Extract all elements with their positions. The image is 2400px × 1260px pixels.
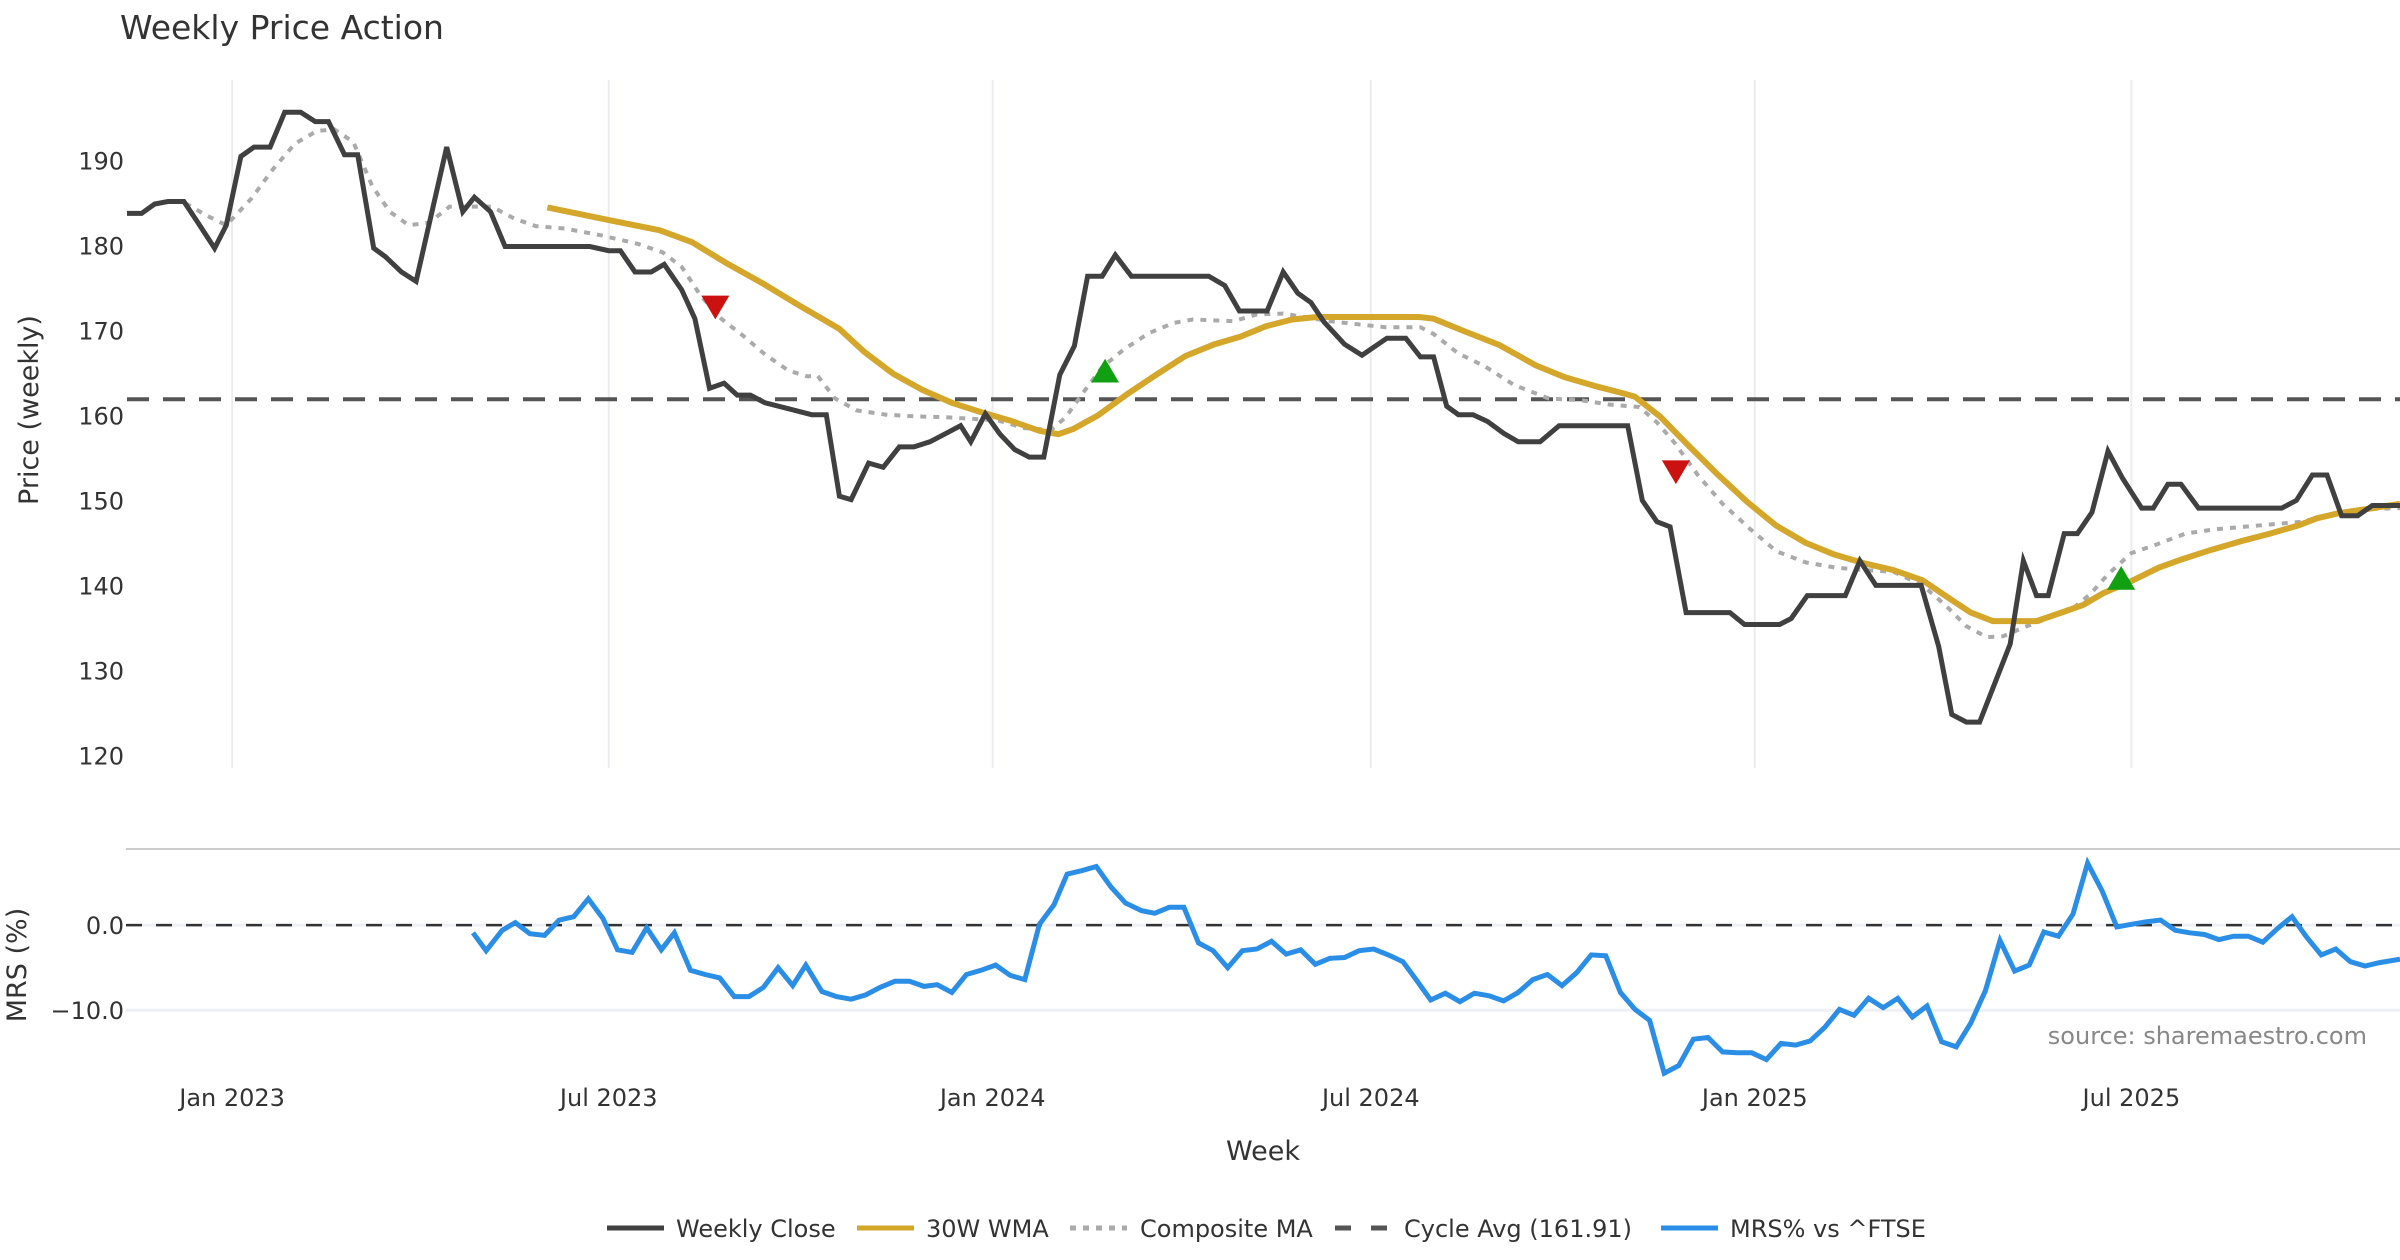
x-axis-title: Week [1226,1136,1300,1167]
legend: Weekly Close 30W WMA Composite MA Cycle … [607,1215,1926,1243]
price-panel: 120 130 140 150 160 170 180 190 Price (w… [14,80,2400,770]
price-y-axis-title: Price (weekly) [14,315,45,505]
price-y-tick-label: 150 [78,487,124,515]
price-y-tick-label: 180 [78,233,124,261]
x-tick-label: Jan 2024 [938,1084,1046,1112]
mrs-ftse-line [470,856,2400,1077]
buy-signal-marker [1091,358,1120,383]
x-tick-label: Jul 2023 [558,1084,658,1112]
signal-markers [701,295,2136,590]
x-tick-label: Jul 2024 [1320,1084,1420,1112]
sell-signal-marker [701,295,730,320]
price-y-tick-label: 190 [78,148,124,176]
x-tick-labels: Jan 2023 Jul 2023 Jan 2024 Jul 2024 Jan … [177,1084,2180,1112]
price-y-tick-label: 140 [78,572,124,600]
legend-item-cycle-avg[interactable]: Cycle Avg (161.91) [1335,1215,1632,1243]
price-y-tick-label: 120 [78,742,124,770]
legend-label: MRS% vs ^FTSE [1730,1215,1926,1243]
weekly-close-line [127,109,2400,725]
x-tick-label: Jul 2025 [2081,1084,2181,1112]
mrs-y-tick-label: −10.0 [50,997,124,1025]
price-y-tick-label: 160 [78,403,124,431]
x-tick-label: Jan 2025 [1700,1084,1808,1112]
buy-signal-marker [2107,565,2136,590]
x-tick-label: Jan 2023 [177,1084,285,1112]
legend-label: Composite MA [1140,1215,1313,1243]
wma-30w-line [546,204,2400,625]
legend-item-weekly-close[interactable]: Weekly Close [607,1215,836,1243]
price-gridlines [231,80,2133,768]
chart-title: Weekly Price Action [120,8,444,47]
mrs-panel: 0.0 −10.0 MRS (%) source: sharemaestro.c… [2,848,2400,1077]
price-y-tick-labels: 120 130 140 150 160 170 180 190 [78,148,124,771]
source-label: source: sharemaestro.com [2048,1022,2367,1050]
legend-label: 30W WMA [926,1215,1049,1243]
legend-item-mrs-ftse[interactable]: MRS% vs ^FTSE [1661,1215,1926,1243]
legend-label: Weekly Close [676,1215,836,1243]
price-y-tick-label: 170 [78,318,124,346]
sell-signal-marker [1661,460,1690,485]
mrs-y-tick-label: 0.0 [86,912,124,940]
price-y-tick-label: 130 [78,657,124,685]
composite-ma-line [184,127,2400,640]
mrs-y-axis-title: MRS (%) [2,908,33,1023]
legend-item-30w-wma[interactable]: 30W WMA [857,1215,1049,1243]
legend-item-composite-ma[interactable]: Composite MA [1070,1215,1313,1243]
legend-label: Cycle Avg (161.91) [1404,1215,1632,1243]
